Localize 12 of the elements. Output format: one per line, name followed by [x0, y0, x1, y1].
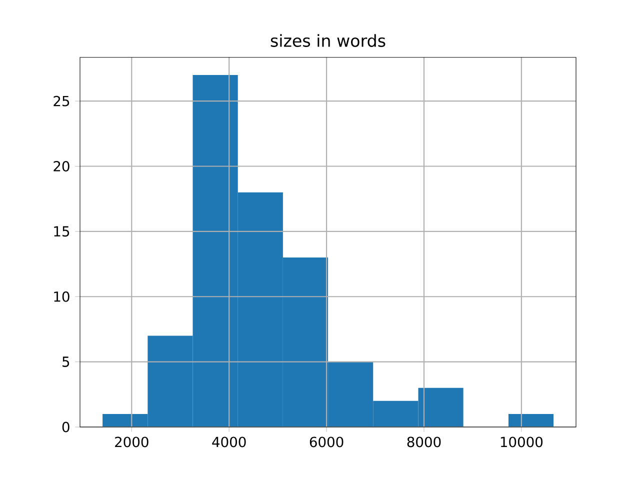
- x-tick-label: 8000: [407, 436, 441, 448]
- y-tick-label: 10: [54, 291, 70, 302]
- x-tick-label: 6000: [310, 436, 344, 448]
- y-tick-label: 0: [62, 422, 70, 432]
- y-tick-label: 25: [54, 96, 70, 106]
- y-tick-label: 15: [54, 226, 70, 237]
- x-tick-label: 4000: [212, 436, 246, 448]
- y-tick-label: 5: [62, 356, 70, 367]
- chart-title: sizes in words: [270, 34, 386, 47]
- x-tick-label: 2000: [115, 436, 148, 448]
- x-tick-label: 10000: [500, 436, 543, 448]
- y-tick-label: 20: [54, 161, 70, 172]
